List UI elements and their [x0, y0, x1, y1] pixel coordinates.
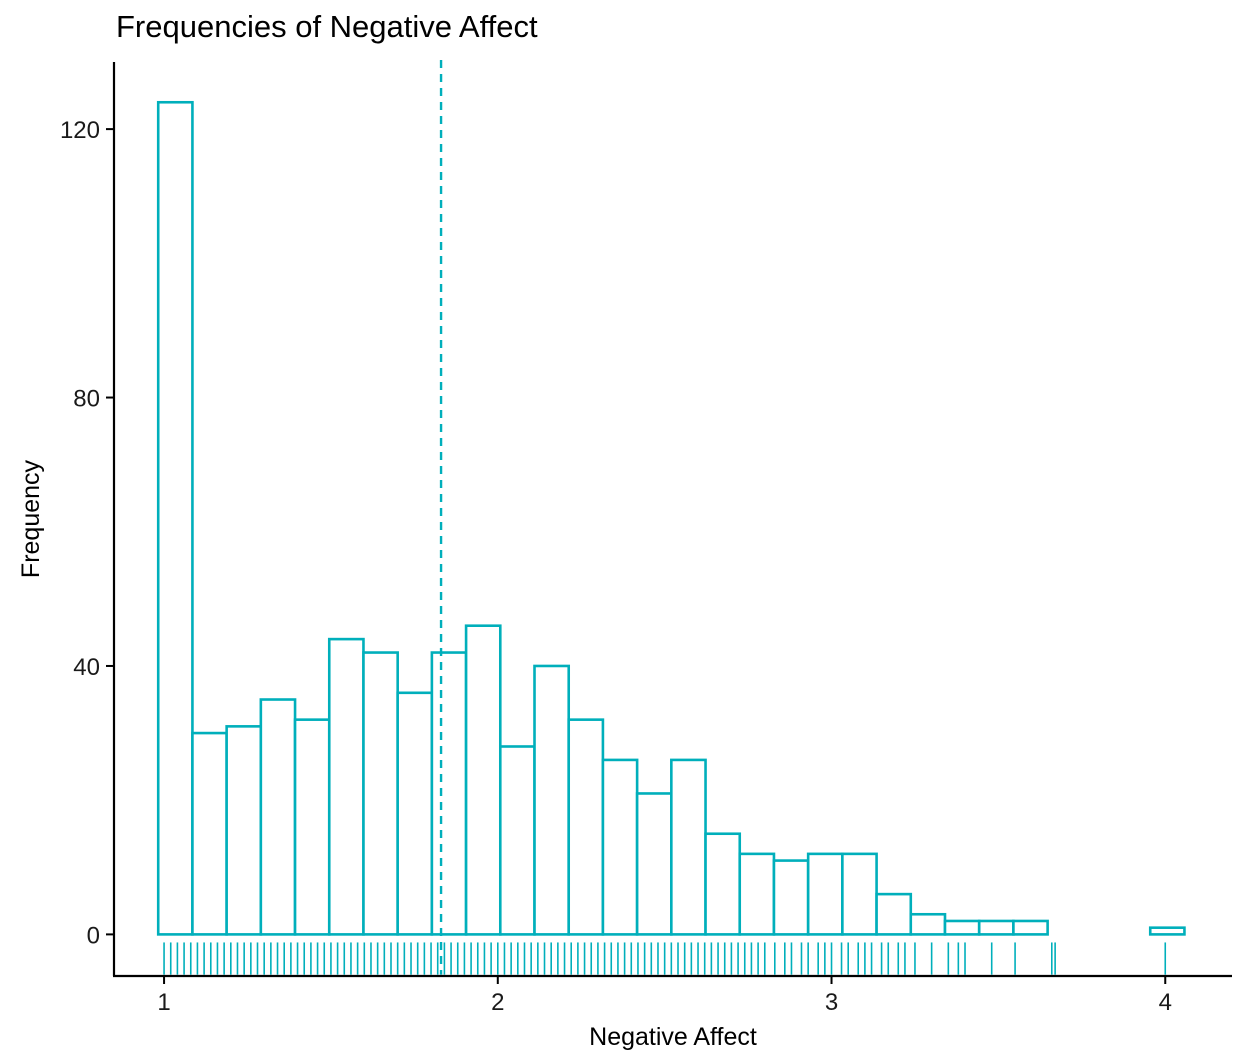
x-tick-label: 3: [825, 989, 838, 1016]
histogram-bar: [259, 698, 297, 936]
y-axis-ticks: 0 40 80 120: [60, 117, 114, 949]
histogram-bar: [464, 624, 502, 936]
histogram-bar: [156, 100, 194, 936]
histogram-bar: [293, 718, 331, 936]
histogram-bar: [1148, 926, 1186, 936]
x-axis-ticks: 1 2 3 4: [157, 976, 1172, 1016]
histogram-bar: [875, 892, 913, 936]
x-axis-title: Negative Affect: [589, 1023, 757, 1051]
histogram-bar: [327, 637, 365, 936]
x-tick-label: 1: [157, 989, 170, 1016]
histogram-bar: [601, 758, 639, 936]
y-tick-label: 120: [60, 117, 100, 144]
histogram-bar: [704, 832, 742, 936]
histogram-bar: [772, 859, 810, 936]
histogram-bar: [806, 852, 844, 936]
chart-title: Frequencies of Negative Affect: [116, 9, 538, 44]
histogram-bar: [498, 745, 536, 936]
y-tick-label: 40: [73, 654, 100, 681]
histogram-bar: [396, 691, 434, 936]
y-tick-label: 80: [73, 386, 100, 413]
histogram-bar: [533, 664, 571, 936]
histogram-bar: [977, 919, 1015, 936]
histogram-bar: [225, 725, 263, 936]
histogram-bar: [430, 651, 468, 936]
histogram-bar: [738, 852, 776, 936]
histogram-bar: [909, 912, 947, 936]
y-tick-label: 0: [87, 922, 100, 949]
histogram-bar: [670, 758, 707, 936]
x-tick-label: 4: [1159, 989, 1172, 1016]
histogram-bar: [567, 718, 605, 936]
x-tick-label: 2: [491, 989, 504, 1016]
histogram-bar: [841, 852, 878, 936]
histogram-bar: [362, 651, 399, 936]
y-axis-title: Frequency: [17, 459, 45, 578]
histogram-bar: [635, 792, 673, 936]
histogram-bar: [191, 731, 228, 936]
histogram-bar: [1012, 919, 1049, 936]
rug-marks: [163, 942, 1167, 975]
histogram-bar: [943, 919, 981, 936]
histogram-bars: [156, 100, 1186, 936]
